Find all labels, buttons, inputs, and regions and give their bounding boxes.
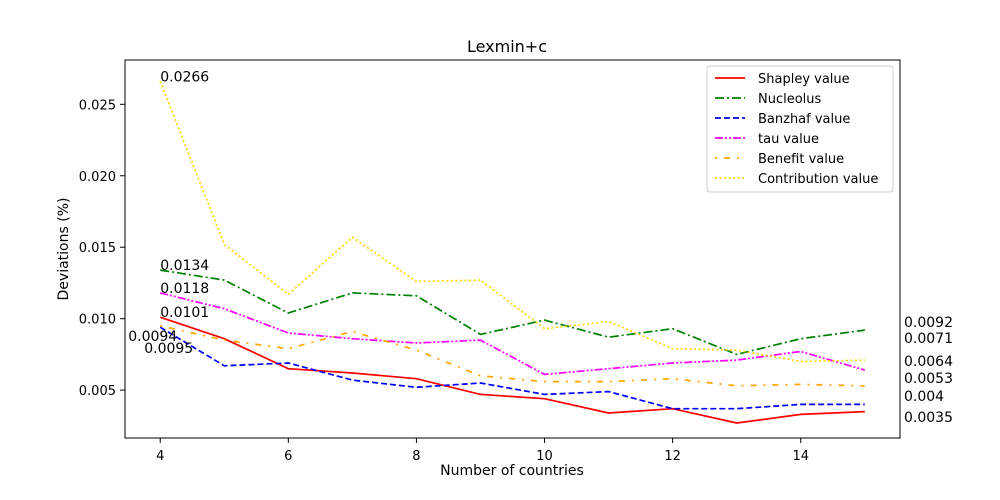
start-value-label: 0.0101 <box>160 305 209 321</box>
x-tick-label: 4 <box>156 449 164 464</box>
x-tick-label: 14 <box>792 449 809 464</box>
legend-label: Benefit value <box>758 152 844 167</box>
series-line-nucleolus <box>160 269 865 356</box>
chart-title: Lexmin+c <box>467 37 547 56</box>
legend-label: Shapley value <box>758 72 850 87</box>
x-tick-label: 10 <box>536 449 553 464</box>
x-axis: 4 6 8 10 12 14 <box>156 438 809 464</box>
x-tick-label: 12 <box>664 449 681 464</box>
start-value-label: 0.0134 <box>160 258 209 274</box>
x-axis-label: Number of countries <box>440 463 584 479</box>
x-tick-label: 6 <box>284 449 292 464</box>
y-tick-label: 0.020 <box>79 170 116 185</box>
y-axis: 0.005 0.010 0.015 0.020 0.025 <box>79 98 125 399</box>
legend-label: tau value <box>758 132 819 147</box>
legend-label: Nucleolus <box>758 92 822 107</box>
x-tick-label: 8 <box>412 449 420 464</box>
y-tick-label: 0.005 <box>79 384 116 399</box>
y-tick-label: 0.010 <box>79 313 116 328</box>
y-axis-label: Deviations (%) <box>56 198 72 301</box>
end-value-label: 0.004 <box>904 389 944 405</box>
start-value-label: 0.0118 <box>160 281 209 297</box>
legend: Shapley value Nucleolus Banzhaf value tau v… <box>706 65 894 193</box>
legend-label: Banzhaf value <box>758 112 850 127</box>
series-line-benefit-value <box>160 324 865 387</box>
start-value-label: 0.0095 <box>144 341 193 357</box>
plot-area <box>159 81 866 424</box>
end-value-label: 0.0092 <box>904 315 953 331</box>
y-tick-label: 0.015 <box>79 241 116 256</box>
y-tick-label: 0.025 <box>79 98 116 113</box>
end-value-label: 0.0064 <box>904 354 953 370</box>
legend-box <box>706 65 894 193</box>
legend-label: Contribution value <box>758 172 878 187</box>
end-value-label: 0.0053 <box>904 371 953 387</box>
end-value-label: 0.0035 <box>904 410 953 426</box>
series-line-banzhaf-value <box>159 326 865 410</box>
plot-frame <box>124 59 901 439</box>
series-line-tau-value <box>159 292 866 376</box>
end-value-label: 0.0071 <box>904 331 953 347</box>
start-value-label: 0.0094 <box>128 329 177 345</box>
start-value-label: 0.0266 <box>160 69 209 85</box>
